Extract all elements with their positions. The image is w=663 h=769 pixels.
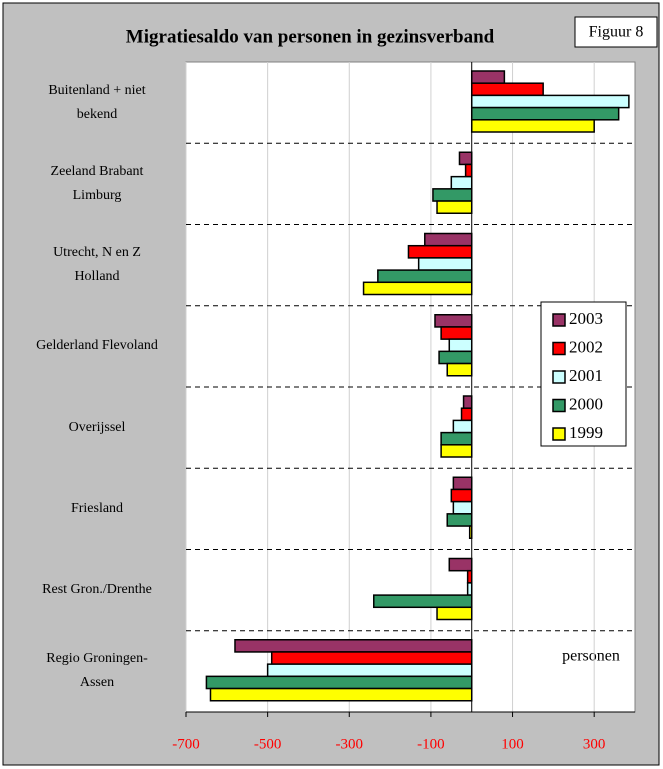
bar — [470, 106, 620, 121]
legend-label: 2000 — [569, 394, 603, 413]
bar — [417, 257, 473, 271]
bar — [466, 582, 473, 596]
x-tick-label: -500 — [254, 736, 282, 752]
bar — [424, 232, 473, 247]
legend-label: 2003 — [569, 309, 603, 328]
legend-swatch — [552, 427, 566, 441]
bar — [462, 395, 473, 409]
y-category-label: Buitenland + niet bekend — [48, 82, 146, 122]
bar — [446, 362, 473, 377]
bar — [266, 663, 473, 678]
legend-label: 1999 — [569, 423, 603, 442]
bar — [452, 500, 473, 515]
bar — [440, 444, 473, 458]
bar — [448, 557, 473, 572]
y-category-label: Friesland — [70, 500, 124, 516]
bar — [362, 281, 473, 296]
bar — [470, 94, 630, 109]
y-category-label: Rest Gron./Drenthe — [42, 582, 152, 598]
y-category-label: Zeeland Brabant Limburg — [50, 163, 144, 203]
bar — [440, 326, 473, 340]
bar — [450, 175, 473, 190]
bar — [470, 119, 595, 133]
bar — [458, 151, 473, 166]
x-tick-label: 100 — [501, 736, 524, 752]
bar — [407, 244, 473, 259]
bar — [209, 687, 473, 702]
bar — [438, 350, 473, 365]
legend-swatch — [552, 341, 566, 356]
y-category-label: Gelderland Flevoland — [36, 338, 158, 354]
bar — [446, 513, 473, 527]
legend-swatch — [552, 370, 566, 384]
figure-label: Figuur 8 — [589, 24, 644, 41]
legend-label: 2001 — [569, 366, 603, 385]
legend-swatch — [552, 313, 566, 327]
legend-label: 2002 — [569, 337, 603, 356]
bar — [270, 651, 473, 665]
y-category-label: Regio Groningen- Assen — [46, 651, 148, 691]
bar — [470, 82, 544, 97]
bar — [432, 188, 473, 202]
bar — [234, 639, 473, 653]
bar — [436, 200, 473, 215]
chart-title: Migratiesaldo van personen in gezinsverb… — [126, 26, 495, 47]
x-tick-label: -100 — [417, 736, 445, 752]
figure-label-box — [574, 16, 658, 48]
legend-swatch — [552, 398, 566, 413]
bar — [450, 488, 473, 503]
bar — [205, 675, 473, 690]
bar — [452, 476, 473, 491]
x-tick-label: -700 — [172, 736, 200, 752]
bar — [377, 269, 473, 284]
bar — [440, 431, 473, 446]
bar — [470, 70, 506, 84]
bar — [464, 163, 473, 178]
bar — [466, 569, 473, 584]
bar — [460, 407, 473, 422]
bar — [452, 419, 473, 434]
bar — [373, 594, 473, 609]
x-tick-label: -300 — [336, 736, 364, 752]
bar — [448, 338, 473, 353]
x-tick-label: 300 — [583, 736, 606, 752]
bar — [434, 314, 473, 328]
bar — [436, 606, 473, 621]
annotation: personen — [562, 648, 620, 665]
y-category-label: Overijssel — [68, 419, 126, 435]
y-category-label: Utrecht, N en Z Holland — [53, 245, 141, 285]
